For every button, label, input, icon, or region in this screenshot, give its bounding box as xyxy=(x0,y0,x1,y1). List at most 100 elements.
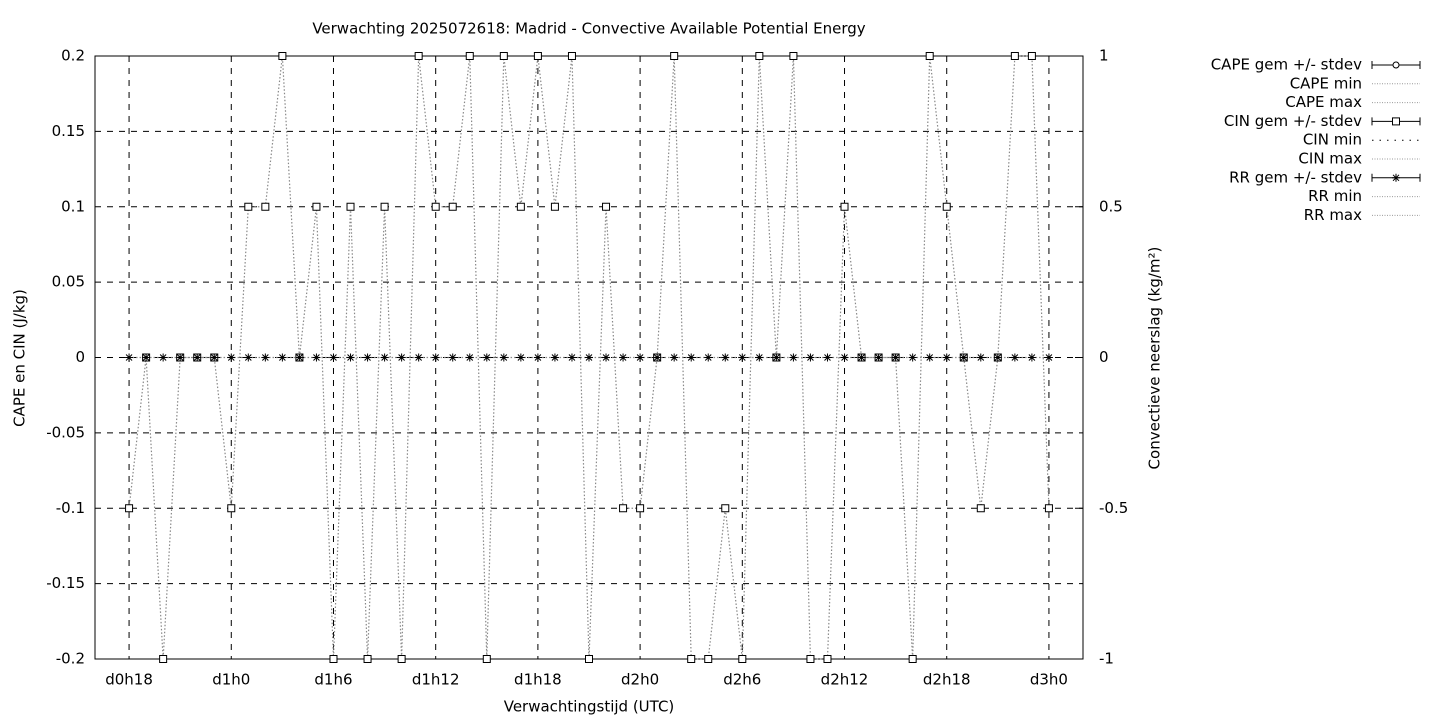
x-tick-label: d2h0 xyxy=(621,671,659,689)
legend-label: CIN gem +/- stdev xyxy=(1224,112,1362,130)
legend-marker xyxy=(1392,173,1400,182)
cin-marker xyxy=(329,655,338,663)
x-tick-label: d1h18 xyxy=(514,671,562,689)
rr-marker xyxy=(755,353,764,362)
y-tick-label: -0.1 xyxy=(56,499,85,517)
cin-marker xyxy=(942,202,951,211)
x-tick-label: d2h18 xyxy=(923,671,971,689)
rr-marker xyxy=(738,353,747,362)
rr-marker xyxy=(465,353,474,362)
rr-marker xyxy=(210,353,219,362)
cin-marker xyxy=(278,52,287,60)
cin-marker xyxy=(636,504,645,513)
cin-marker xyxy=(721,504,730,513)
rr-marker xyxy=(346,353,355,362)
legend-label: CAPE gem +/- stdev xyxy=(1211,56,1362,74)
cin-marker xyxy=(465,52,474,60)
rr-marker xyxy=(993,353,1002,362)
cin-marker xyxy=(363,655,372,663)
cin-marker xyxy=(602,202,611,211)
rr-marker xyxy=(636,353,645,362)
rr-marker xyxy=(363,353,372,362)
legend-label: RR min xyxy=(1308,187,1362,205)
rr-marker xyxy=(976,353,985,362)
cin-marker xyxy=(806,655,815,663)
cin-marker xyxy=(755,52,764,60)
rr-marker xyxy=(874,353,883,362)
legend-label: CIN min xyxy=(1303,131,1362,149)
rr-marker xyxy=(431,353,440,362)
cin-marker xyxy=(670,52,679,60)
y2-tick-label: -0.5 xyxy=(1099,499,1128,517)
legend-label: RR gem +/- stdev xyxy=(1229,168,1362,186)
rr-marker xyxy=(125,353,134,362)
cin-marker xyxy=(312,202,321,211)
y2-tick-label: -1 xyxy=(1099,650,1114,668)
cin-marker xyxy=(585,655,593,663)
y-tick-label: -0.15 xyxy=(46,574,85,592)
x-tick-label: d2h6 xyxy=(723,671,761,689)
y-tick-label: 0.05 xyxy=(52,273,85,291)
y2-tick-label: 0 xyxy=(1099,348,1109,366)
rr-marker xyxy=(1010,353,1019,362)
y-tick-label: 0 xyxy=(75,348,85,366)
cin-marker xyxy=(840,202,849,211)
legend-marker xyxy=(1392,117,1400,126)
x-tick-label: d1h0 xyxy=(212,671,250,689)
cin-marker xyxy=(738,655,747,663)
rr-marker xyxy=(550,353,559,362)
rr-marker xyxy=(585,353,593,362)
rr-marker xyxy=(482,353,491,362)
rr-marker xyxy=(142,353,151,362)
cin-marker xyxy=(346,202,355,211)
rr-marker xyxy=(176,353,185,362)
rr-marker xyxy=(840,353,849,362)
rr-marker xyxy=(942,353,951,362)
x-axis-label: Verwachtingstijd (UTC) xyxy=(504,698,675,716)
rr-marker xyxy=(721,353,730,362)
rr-marker xyxy=(670,353,679,362)
rr-marker xyxy=(789,353,798,362)
cin-marker xyxy=(789,52,798,60)
x-tick-label: d3h0 xyxy=(1030,671,1068,689)
cin-marker xyxy=(227,504,236,513)
cin-marker xyxy=(704,655,713,663)
rr-marker xyxy=(653,353,662,362)
rr-marker xyxy=(295,353,304,362)
y-axis-label: CAPE en CIN (J/kg) xyxy=(11,289,29,427)
rr-marker xyxy=(448,353,457,362)
cin-marker xyxy=(516,202,525,211)
y-tick-label: 0.1 xyxy=(61,197,85,215)
legend-label: CAPE max xyxy=(1285,93,1362,111)
legend-label: CAPE min xyxy=(1290,74,1362,92)
x-tick-label: d0h18 xyxy=(105,671,153,689)
rr-marker xyxy=(159,353,168,362)
rr-marker xyxy=(278,353,287,362)
rr-marker xyxy=(857,353,866,362)
rr-marker xyxy=(567,353,576,362)
rr-marker xyxy=(704,353,713,362)
rr-marker xyxy=(397,353,406,362)
y2-tick-label: 1 xyxy=(1099,47,1109,65)
cin-marker xyxy=(431,202,440,211)
y-tick-label: 0.15 xyxy=(52,122,85,140)
rr-marker xyxy=(1027,353,1036,362)
rr-marker xyxy=(619,353,628,362)
cin-marker xyxy=(925,52,934,60)
rr-marker xyxy=(244,353,253,362)
rr-marker xyxy=(227,353,236,362)
x-tick-label: d1h6 xyxy=(314,671,352,689)
x-tick-label: d1h12 xyxy=(412,671,460,689)
rr-marker xyxy=(1044,353,1053,362)
chart-title: Verwachting 2025072618: Madrid - Convect… xyxy=(312,20,865,38)
cin-marker xyxy=(823,655,832,663)
cin-marker xyxy=(550,202,559,211)
cin-marker xyxy=(499,52,508,60)
rr-marker xyxy=(806,353,815,362)
cin-marker xyxy=(482,655,491,663)
cin-marker xyxy=(976,504,985,513)
rr-marker xyxy=(261,353,270,362)
rr-marker xyxy=(959,353,968,362)
cin-marker xyxy=(1027,52,1036,60)
